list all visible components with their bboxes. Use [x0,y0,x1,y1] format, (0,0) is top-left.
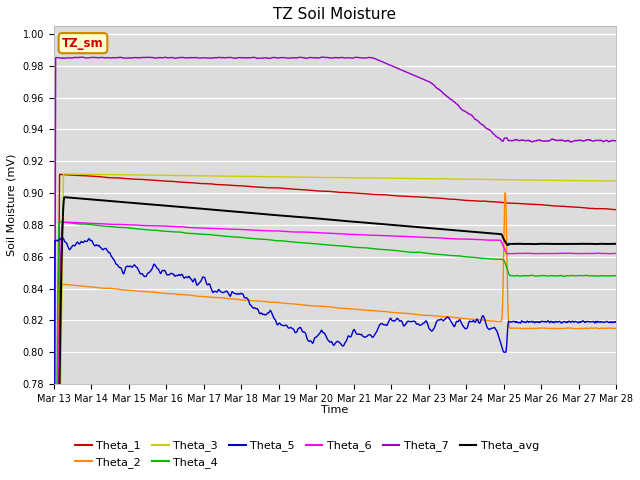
Theta_4 [144,227,152,233]
Theta_3 [584,178,591,184]
Theta_4 [55,219,63,225]
Theta_5 [496,336,504,342]
Theta_6 [496,237,504,243]
Theta_2 [339,305,346,311]
Theta_1 [327,189,335,194]
Theta_5 [60,235,67,241]
Theta_avg [60,194,68,200]
Theta_1 [584,205,591,211]
Theta_7 [584,137,591,143]
Theta_1 [339,190,346,195]
Theta_1 [144,177,152,183]
Theta_6 [584,251,591,256]
Theta_avg [339,218,346,224]
Theta_avg [144,201,152,207]
Theta_1 [496,199,504,205]
Theta_avg [327,217,335,223]
Line: Theta_1: Theta_1 [54,174,640,480]
Theta_5 [339,343,346,349]
Theta_5 [144,270,152,276]
Theta_4 [339,243,346,249]
Line: Theta_5: Theta_5 [54,238,640,480]
Theta_6 [327,230,335,236]
Line: Theta_avg: Theta_avg [54,197,640,480]
Theta_2 [327,304,335,310]
Theta_7 [319,54,326,60]
Theta_1 [56,171,63,177]
Line: Theta_6: Theta_6 [54,222,640,480]
Line: Theta_4: Theta_4 [54,222,640,480]
Theta_7 [143,54,151,60]
Theta_6 [144,223,152,228]
Theta_2 [143,289,151,295]
Theta_5 [327,338,335,344]
Theta_avg [496,231,504,237]
Theta_avg [584,241,591,247]
Title: TZ Soil Moisture: TZ Soil Moisture [273,7,396,22]
Line: Theta_2: Theta_2 [54,193,640,480]
Theta_3 [60,171,68,177]
Theta_4 [496,256,504,262]
Theta_3 [496,177,504,182]
Legend: Theta_1, Theta_2, Theta_3, Theta_4, Theta_5, Theta_6, Theta_7, Theta_avg: Theta_1, Theta_2, Theta_3, Theta_4, Thet… [70,436,543,472]
Theta_3 [339,175,346,180]
Theta_2 [495,319,503,324]
Theta_6 [339,231,346,237]
Theta_7 [339,55,346,60]
Line: Theta_3: Theta_3 [54,174,640,480]
Y-axis label: Soil Moisture (mV): Soil Moisture (mV) [7,154,17,256]
Theta_7 [496,135,504,141]
Line: Theta_7: Theta_7 [54,57,640,480]
Text: TZ_sm: TZ_sm [62,36,104,49]
Theta_5 [584,319,591,324]
Theta_4 [584,273,591,278]
Theta_3 [144,172,152,178]
Theta_6 [58,219,66,225]
Theta_2 [501,190,509,196]
Theta_3 [327,175,335,180]
Theta_4 [327,242,335,248]
Theta_2 [584,325,591,331]
X-axis label: Time: Time [321,405,349,415]
Theta_7 [327,55,335,61]
